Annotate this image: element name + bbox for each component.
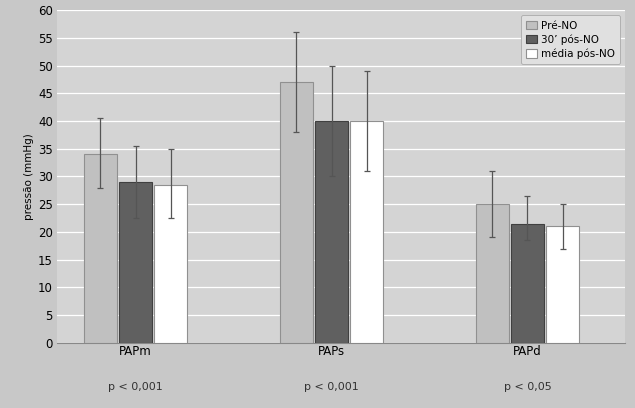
Bar <box>84 154 117 343</box>
Bar <box>119 182 152 343</box>
Text: p < 0,001: p < 0,001 <box>108 381 163 392</box>
Bar <box>476 204 509 343</box>
Text: p < 0,05: p < 0,05 <box>504 381 551 392</box>
Legend: Pré-NO, 30’ pós-NO, média pós-NO: Pré-NO, 30’ pós-NO, média pós-NO <box>521 16 620 64</box>
Text: p < 0,001: p < 0,001 <box>304 381 359 392</box>
Y-axis label: pressão (mmHg): pressão (mmHg) <box>24 133 34 220</box>
Bar <box>154 185 187 343</box>
Bar <box>315 121 348 343</box>
Bar <box>280 82 312 343</box>
Bar <box>547 226 579 343</box>
Bar <box>351 121 383 343</box>
Bar <box>511 224 544 343</box>
